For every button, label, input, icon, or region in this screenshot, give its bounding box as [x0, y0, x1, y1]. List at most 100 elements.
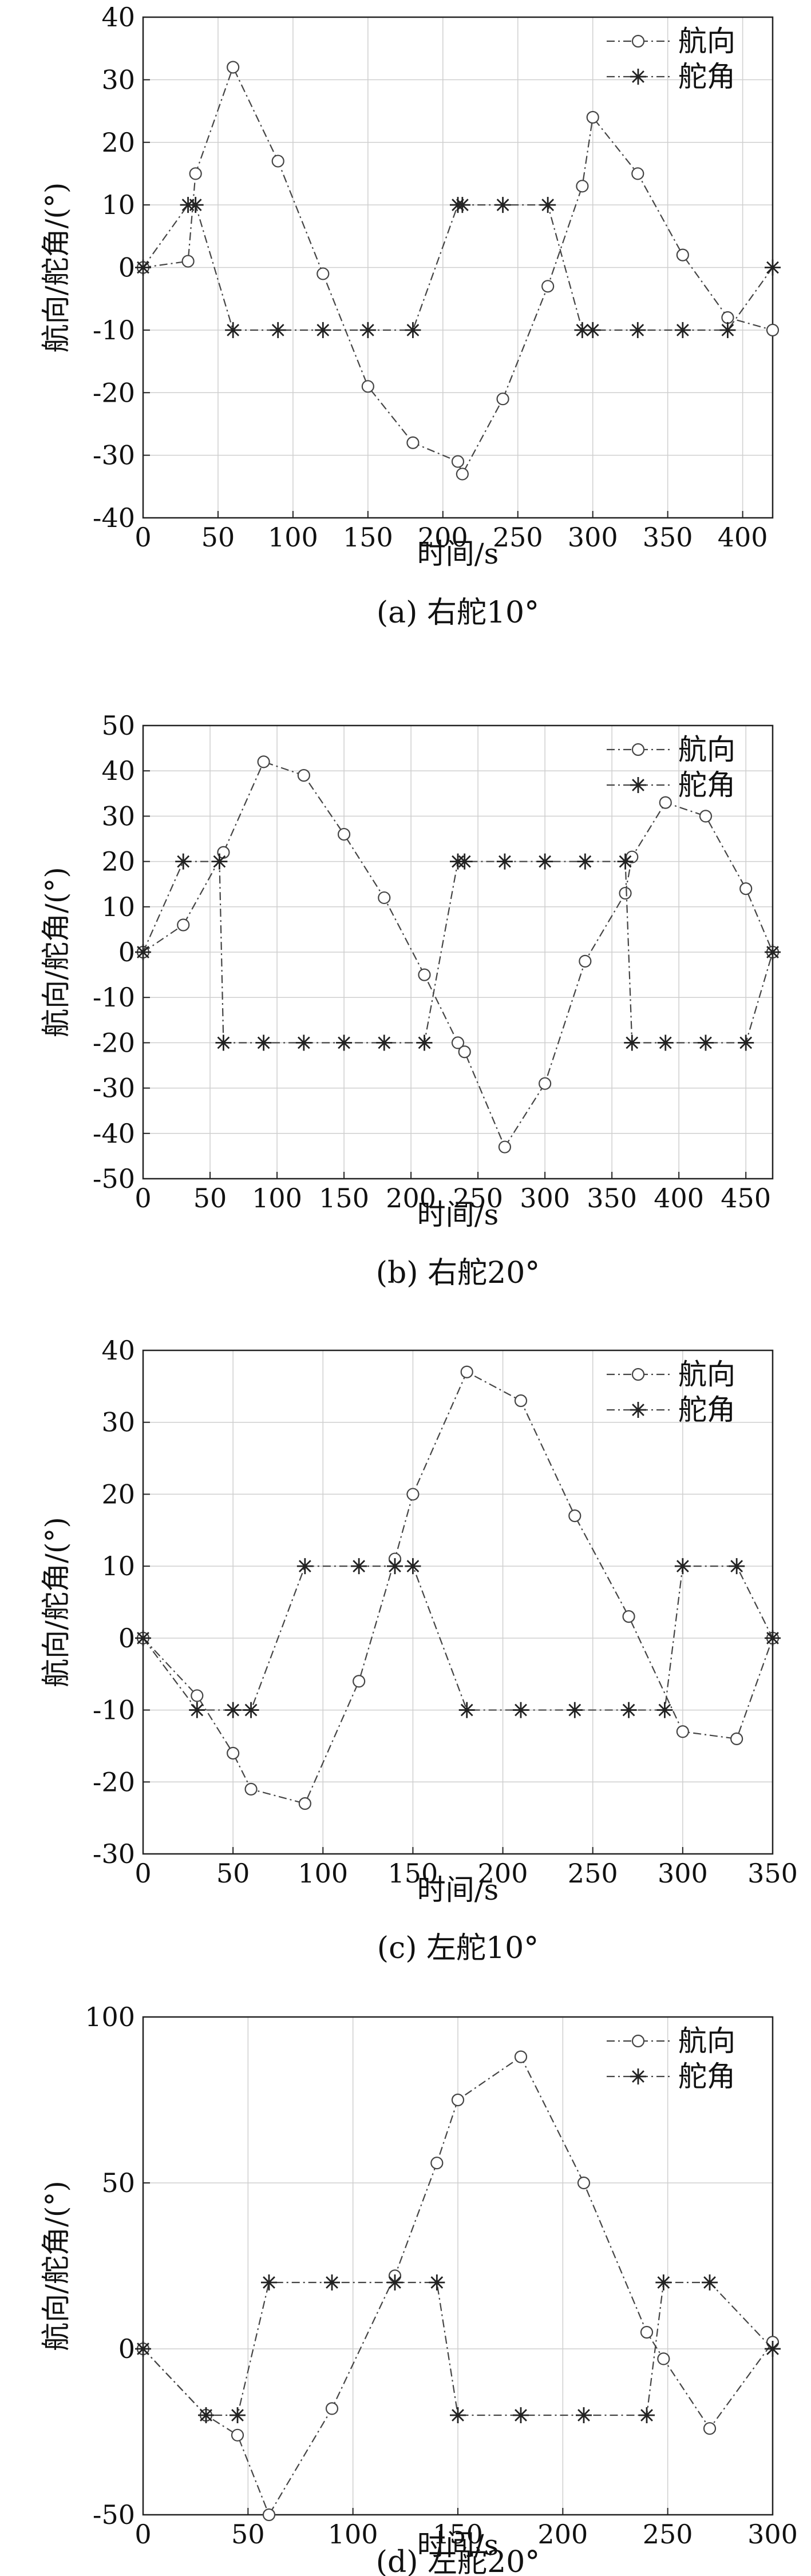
data-point-circle [353, 1675, 366, 1688]
data-point-star [577, 853, 594, 870]
data-point-circle [177, 918, 190, 932]
data-point-star [702, 2274, 718, 2290]
data-point-star [494, 197, 511, 213]
data-point-star [230, 2407, 246, 2423]
data-point-star [315, 322, 331, 338]
data-point-star [513, 2407, 529, 2423]
series-line [143, 1566, 773, 1711]
data-point-star [255, 1035, 272, 1051]
data-point-star [576, 2407, 592, 2423]
data-point-circle [298, 1797, 311, 1810]
y-axis-label: 航向/舵角/(°) [39, 183, 73, 353]
x-tick-label: 100 [328, 2519, 378, 2550]
data-point-circle [430, 2157, 444, 2170]
legend-entry: 航向 [678, 733, 735, 766]
y-tick-label: -40 [93, 1118, 135, 1149]
y-tick-label: -20 [93, 1766, 135, 1797]
y-tick-label: 30 [101, 800, 135, 831]
data-point-star [135, 1630, 151, 1646]
x-axis-label: 时间/s [417, 537, 499, 570]
legend-marker-circle [631, 34, 645, 48]
data-point-star [429, 2274, 445, 2290]
legend-entry: 航向 [678, 25, 735, 58]
x-tick-label: 200 [478, 1858, 528, 1889]
y-tick-label: 10 [101, 891, 135, 922]
x-tick-label: 100 [298, 1858, 348, 1889]
data-point-circle [577, 2176, 591, 2190]
data-point-star [454, 197, 470, 213]
series-line [143, 2055, 773, 2516]
data-point-circle [378, 891, 391, 905]
legend-marker-star [630, 1402, 646, 1418]
data-point-star [324, 2274, 340, 2290]
data-point-star [387, 1558, 403, 1575]
y-tick-label: 20 [101, 846, 135, 877]
data-point-star [584, 322, 601, 338]
data-point-circle [418, 968, 431, 981]
legend-marker-star [630, 2068, 646, 2084]
data-point-circle [631, 167, 644, 180]
data-point-star [175, 853, 192, 870]
y-tick-label: 40 [101, 2, 135, 33]
x-tick-label: 150 [319, 1183, 369, 1214]
data-point-star [540, 197, 556, 213]
data-point-star [135, 944, 151, 960]
x-tick-label: 200 [386, 1183, 436, 1214]
data-point-circle [361, 380, 374, 393]
x-axis-label: 时间/s [417, 2529, 499, 2562]
data-point-star [387, 2274, 403, 2290]
x-tick-label: 50 [216, 1858, 250, 1889]
data-point-circle [539, 1077, 552, 1090]
data-point-circle [227, 61, 240, 74]
data-point-star [655, 2274, 672, 2290]
data-point-circle [458, 1045, 471, 1059]
legend-entry: 舵角 [678, 1393, 735, 1426]
data-point-star [729, 1558, 745, 1575]
data-point-circle [262, 2508, 276, 2522]
legend-marker-circle [631, 743, 645, 756]
data-point-star [243, 1702, 259, 1718]
data-point-circle [231, 2428, 244, 2442]
x-tick-label: 50 [193, 1183, 227, 1214]
data-point-circle [498, 1140, 512, 1154]
data-point-star [674, 322, 691, 338]
chart-caption: (a) 右舵10° [377, 596, 539, 630]
x-tick-label: 0 [134, 1183, 151, 1214]
data-point-star [674, 1558, 691, 1575]
y-tick-label: 10 [101, 1551, 135, 1582]
x-tick-label: 400 [718, 522, 768, 553]
y-tick-label: 0 [118, 937, 135, 968]
data-point-circle [451, 1036, 465, 1049]
data-point-star [656, 1702, 673, 1718]
data-point-circle [766, 323, 780, 336]
y-tick-label: -10 [93, 1695, 135, 1726]
y-axis-label: 航向/舵角/(°) [39, 2181, 73, 2351]
x-tick-label: 150 [433, 2519, 483, 2550]
data-point-star [211, 853, 228, 870]
x-tick-label: 50 [231, 2519, 265, 2550]
data-point-circle [699, 810, 713, 823]
data-point-star [351, 1558, 367, 1575]
data-point-circle [586, 110, 599, 124]
chart-panel: 0 50 100 150 200 250 300 350 400 450-50-40-30-20-… [39, 710, 781, 1290]
data-point-star [376, 1035, 393, 1051]
data-point-circle [541, 280, 555, 293]
chart-caption: (c) 左舵10° [377, 1931, 539, 1965]
x-tick-label: 250 [643, 2519, 693, 2550]
legend-entry: 舵角 [678, 60, 735, 93]
data-point-circle [721, 311, 734, 324]
data-point-circle [337, 827, 351, 841]
y-tick-label: 0 [118, 252, 135, 283]
data-point-star [537, 853, 553, 870]
y-tick-label: -50 [93, 2499, 135, 2530]
data-point-circle [451, 2093, 465, 2107]
y-tick-label: -20 [93, 1027, 135, 1058]
data-point-circle [227, 1746, 240, 1760]
legend-entry: 舵角 [678, 2060, 735, 2093]
y-tick-label: -10 [93, 982, 135, 1013]
data-point-circle [451, 455, 465, 468]
legend-entry: 舵角 [678, 768, 735, 802]
data-point-circle [514, 1394, 528, 1408]
data-point-circle [657, 2352, 670, 2365]
